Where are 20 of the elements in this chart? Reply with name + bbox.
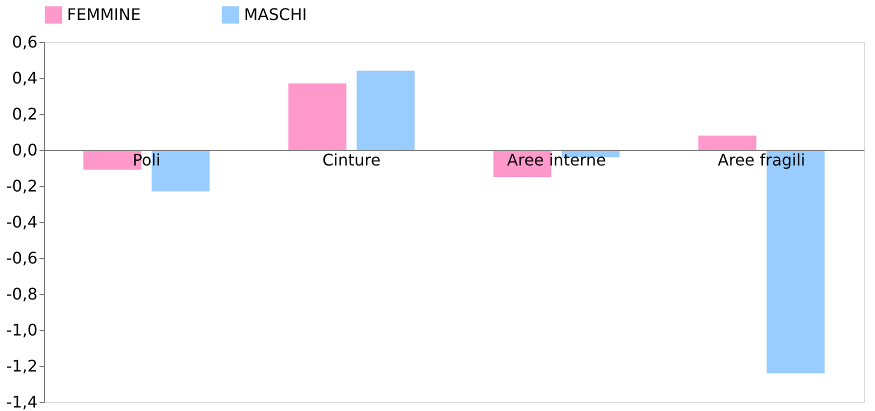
y-tick-label: -0,8 xyxy=(6,284,38,304)
y-tick-label: -0,6 xyxy=(6,248,38,268)
y-tick-label: 0,0 xyxy=(12,140,38,160)
bar xyxy=(288,83,346,150)
x-tick-label: Aree interne xyxy=(507,150,606,170)
y-tick-label: -0,4 xyxy=(6,212,38,232)
y-tick-label: -1,2 xyxy=(6,356,38,376)
y-tick-label: -1,4 xyxy=(6,392,38,411)
y-tick-label: -0,2 xyxy=(6,176,38,196)
y-tick-label: 0,2 xyxy=(12,104,38,124)
y-tick-label: 0,6 xyxy=(12,32,38,52)
y-tick-label: -1,0 xyxy=(6,320,38,340)
legend-label: MASCHI xyxy=(244,4,307,24)
x-tick-label: Cinture xyxy=(322,150,381,170)
x-tick-label: Poli xyxy=(132,150,160,170)
legend-label: FEMMINE xyxy=(67,4,141,24)
bar xyxy=(356,70,415,150)
y-tick-label: 0,4 xyxy=(12,68,38,88)
x-tick-label: Aree fragili xyxy=(718,150,806,170)
bar xyxy=(698,136,756,150)
